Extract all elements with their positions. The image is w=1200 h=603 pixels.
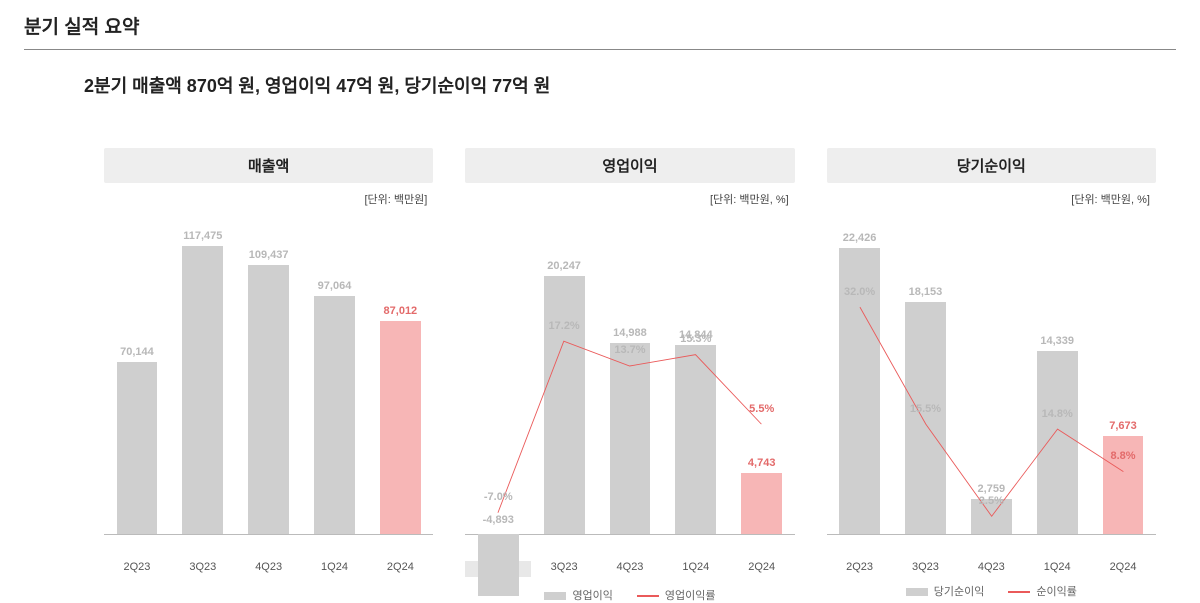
bar [610,343,651,534]
xaxis-label: 4Q23 [597,561,663,577]
bar [544,276,585,534]
bar-value-label: 20,247 [547,260,581,272]
bar-value-label: 97,064 [318,280,352,292]
bar-value-label: 22,426 [843,232,877,244]
pct-label: 17.2% [549,320,580,332]
bar-value-label: 109,437 [249,249,289,261]
revenue-plot: 70,144 117,475 109,437 97,064 87,012 [104,215,433,535]
legend-net-line: 순이익률 [1036,586,1076,598]
bar-value-label: 2,759 [978,483,1006,495]
chart-revenue-title: 매출액 [104,148,433,183]
chart-revenue-unit: [단위: 백만원] [104,191,433,207]
net-plot: 22,426 18,153 2,759 14,339 7,673 32.0% 15.5% 2… [827,215,1156,535]
chart-net-unit: [단위: 백만원, %] [827,191,1156,207]
bar-value-label: 18,153 [909,286,943,298]
bar-value-label: 14,988 [613,327,647,339]
legend-op-line: 영업이익률 [665,590,716,602]
xaxis-label: 1Q24 [1024,561,1090,573]
xaxis-label: 4Q23 [236,561,302,573]
bar [675,345,716,534]
bar-value-label: 87,012 [384,305,418,317]
xaxis-label: 2Q24 [729,561,795,577]
xaxis-label: 3Q23 [170,561,236,573]
xaxis-label: 3Q23 [531,561,597,577]
xaxis-label: 2Q24 [1090,561,1156,573]
bar [182,246,223,534]
pct-label: 14.8% [1042,408,1073,420]
bar-value-label: 14,339 [1040,335,1074,347]
xaxis-label: 2Q23 [104,561,170,573]
page-title: 분기 실적 요약 [24,12,1176,50]
bar-value-label: -4,893 [483,514,514,526]
bar [1037,351,1078,534]
chart-operating-unit: [단위: 백만원, %] [465,191,794,207]
chart-net: 당기순이익 [단위: 백만원, %] 22,426 18,153 2,759 14,3… [827,148,1156,603]
chart-net-title: 당기순이익 [827,148,1156,183]
legend-net-bar: 당기순이익 [934,586,985,598]
xaxis-label: 3Q23 [893,561,959,573]
pct-label: 5.5% [749,403,774,415]
bar-value-label: 70,144 [120,346,154,358]
charts-row: 매출액 [단위: 백만원] 70,144 117,475 109,437 97,064… [24,148,1176,603]
bar [117,362,158,534]
bar-value-label: 4,743 [748,457,776,469]
pct-label: -7.0% [484,491,513,503]
pct-label: 8.8% [1111,450,1136,462]
xaxis-label: 1Q24 [302,561,368,573]
net-xaxis: 2Q233Q234Q231Q242Q24 [827,561,1156,573]
bar-negative [478,534,519,596]
pct-label: 13.7% [614,344,645,356]
bar-value-label: 117,475 [183,230,222,242]
pct-label: 2.5% [979,495,1004,507]
chart-operating: 영업이익 [단위: 백만원, %] -4,89320,24714,98814,8… [465,148,794,603]
pct-label: 15.5% [910,403,941,415]
bar [248,265,289,534]
legend-op-bar: 영업이익 [572,590,612,602]
chart-revenue: 매출액 [단위: 백만원] 70,144 117,475 109,437 97,064… [104,148,433,603]
operating-plot: -4,89320,24714,98814,8444,743 -7.0%17.2%… [465,215,794,535]
bar [741,473,782,534]
page-subtitle: 2분기 매출액 870억 원, 영업이익 47억 원, 당기순이익 77억 원 [84,72,1176,98]
bar [380,321,421,535]
xaxis-label: 2Q23 [827,561,893,573]
xaxis-label: 4Q23 [958,561,1024,573]
net-legend: 당기순이익 순이익률 [827,583,1156,599]
pct-label: 15.3% [680,333,711,345]
xaxis-label: 1Q24 [663,561,729,577]
chart-operating-title: 영업이익 [465,148,794,183]
revenue-xaxis: 2Q233Q234Q231Q242Q24 [104,561,433,573]
pct-label: 32.0% [844,286,875,298]
bar [905,302,946,534]
xaxis-label: 2Q24 [367,561,433,573]
bar [314,296,355,534]
bar-value-label: 7,673 [1109,420,1137,432]
